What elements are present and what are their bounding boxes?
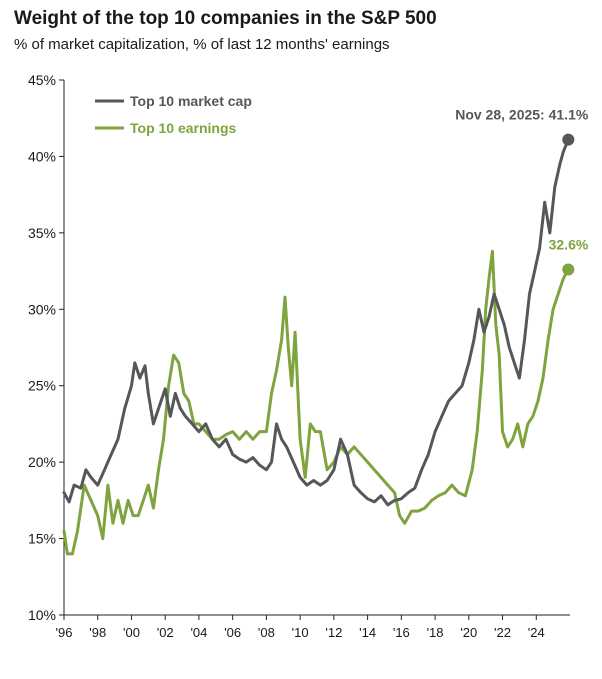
x-tick-label: '12	[325, 625, 342, 640]
x-tick-label: '18	[427, 625, 444, 640]
end-point-marker	[562, 263, 575, 276]
y-tick-label: 40%	[28, 148, 56, 164]
x-tick-label: '06	[224, 625, 241, 640]
chart-title: Weight of the top 10 companies in the S&…	[14, 8, 437, 29]
x-tick-label: '22	[494, 625, 511, 640]
chart-subtitle: % of market capitalization, % of last 12…	[14, 36, 390, 53]
y-tick-label: 10%	[28, 607, 56, 623]
y-tick-label: 20%	[28, 454, 56, 470]
chart-annotations: Nov 28, 2025: 41.1% 32.6%	[455, 107, 589, 276]
x-tick-label: '16	[393, 625, 410, 640]
y-tick-label: 35%	[28, 225, 56, 241]
x-tick-label: '04	[190, 625, 207, 640]
y-tick-label: 45%	[28, 72, 56, 88]
x-tick-label: '08	[258, 625, 275, 640]
x-tick-label: '20	[460, 625, 477, 640]
x-tick-label: '24	[528, 625, 545, 640]
chart-legend: Top 10 market cap Top 10 earnings	[95, 93, 252, 136]
x-tick-label: '98	[89, 625, 106, 640]
y-tick-label: 30%	[28, 301, 56, 317]
top-10-market-cap-line	[62, 138, 570, 507]
x-tick-label: '14	[359, 625, 376, 640]
chart-axes: 10% 15% 20% 25% 30% 35% 40% 45% '96 '98 '00 '02 '04 '…	[28, 72, 570, 640]
x-tick-label: '96	[56, 625, 73, 640]
chart-series	[62, 138, 570, 556]
end-point-label: Nov 28, 2025: 41.1%	[455, 107, 589, 123]
legend-label: Top 10 earnings	[130, 120, 237, 136]
y-tick-label: 25%	[28, 378, 56, 394]
legend-label: Top 10 market cap	[130, 93, 252, 109]
end-point-label: 32.6%	[549, 237, 589, 253]
x-tick-label: '10	[292, 625, 309, 640]
x-tick-label: '02	[157, 625, 174, 640]
y-tick-label: 15%	[28, 531, 56, 547]
x-tick-label: '00	[123, 625, 140, 640]
end-point-marker	[562, 133, 575, 146]
